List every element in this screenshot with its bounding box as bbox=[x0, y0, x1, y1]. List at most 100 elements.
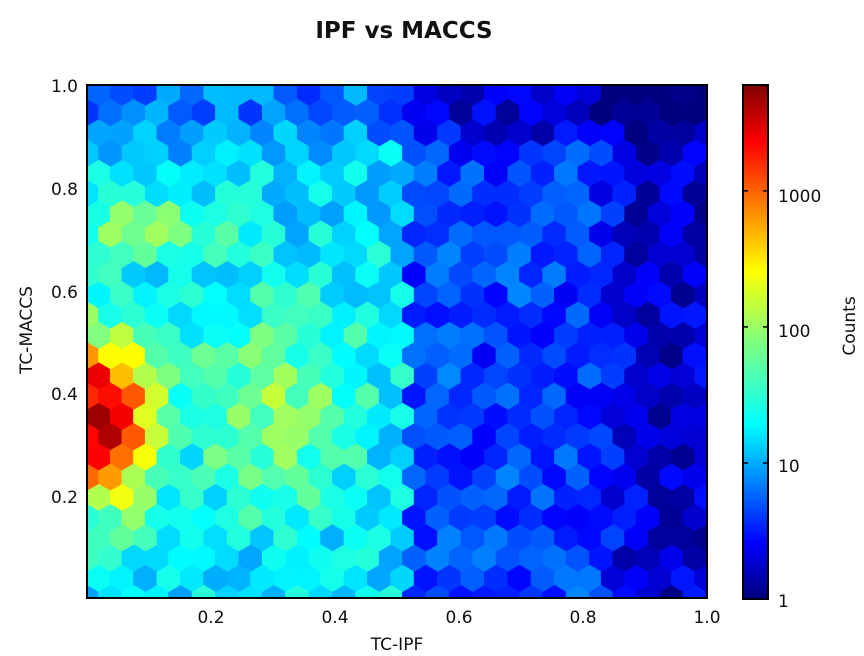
hexbin-cell bbox=[542, 583, 567, 598]
hexbin-cell bbox=[600, 523, 626, 552]
hexbin-cell bbox=[343, 320, 369, 349]
hexbin-cell bbox=[285, 138, 310, 167]
hexbin-cell bbox=[367, 523, 392, 552]
hexbin-cell bbox=[694, 118, 707, 147]
hexbin-cell bbox=[273, 401, 298, 430]
hexbin-cell bbox=[647, 482, 673, 511]
hexbin-cell bbox=[612, 421, 637, 451]
hexbin-cell bbox=[600, 401, 626, 430]
hexbin-cell bbox=[437, 239, 462, 268]
hexbin-cell bbox=[390, 361, 415, 390]
hexbin-cell bbox=[109, 361, 135, 390]
hexbin-cell bbox=[448, 97, 474, 127]
hexbin-cell bbox=[437, 118, 462, 147]
hexbin-cell bbox=[215, 543, 240, 572]
hexbin-cell bbox=[168, 381, 193, 410]
hexbin-cell bbox=[507, 523, 532, 552]
hexbin-cell bbox=[706, 185, 707, 201]
hexbin-cell bbox=[577, 280, 602, 309]
hexbin-cell bbox=[355, 543, 380, 572]
hexbin-cell bbox=[296, 118, 322, 147]
hexbin-cell bbox=[191, 462, 217, 491]
hexbin-cell bbox=[250, 239, 275, 268]
hexbin-cell bbox=[215, 421, 240, 451]
hexbin-cell bbox=[180, 442, 205, 471]
hexbin-cell bbox=[296, 158, 322, 187]
hexbin-cell bbox=[273, 199, 298, 228]
hexbin-cell bbox=[624, 361, 649, 390]
hexbin-cell bbox=[554, 320, 579, 349]
hexbin-cell bbox=[694, 85, 707, 106]
hexbin-cell bbox=[296, 320, 322, 349]
hexbin-cell bbox=[250, 442, 275, 471]
hexbin-cell bbox=[682, 259, 707, 289]
hexbin-cell bbox=[168, 462, 193, 491]
hexbin-cell bbox=[367, 563, 392, 592]
hexbin-cell bbox=[273, 320, 298, 349]
hexbin-cell bbox=[203, 158, 228, 187]
hexbin-cells bbox=[87, 85, 707, 598]
hexbin-cell bbox=[133, 442, 158, 471]
hexbin-cell bbox=[121, 300, 146, 329]
hexbin-cell bbox=[320, 158, 345, 187]
hexbin-cell bbox=[261, 543, 287, 572]
hexbin-cell bbox=[261, 219, 287, 248]
hexbin-cell bbox=[413, 199, 439, 228]
hexbin-cell bbox=[343, 361, 369, 390]
hexbin-cell bbox=[238, 178, 263, 208]
hexbin-cell bbox=[378, 543, 404, 572]
hexbin-cell bbox=[367, 199, 392, 228]
hexbin-cell bbox=[413, 482, 439, 511]
hexbin-cell bbox=[367, 401, 392, 430]
hexbin-cell bbox=[484, 239, 509, 268]
hexbin-cell bbox=[589, 219, 614, 248]
hexbin-cell bbox=[600, 199, 626, 228]
hexbin-cell bbox=[250, 523, 275, 552]
hexbin-cell bbox=[156, 563, 182, 592]
x-tick-label: 0.4 bbox=[321, 608, 348, 628]
hexbin-cell bbox=[144, 300, 170, 329]
hexbin-cell bbox=[554, 85, 579, 106]
hexbin-cell bbox=[413, 401, 439, 430]
hexbin-cell bbox=[554, 280, 579, 309]
hexbin-cell bbox=[425, 543, 450, 572]
hexbin-cell bbox=[554, 563, 579, 592]
hexbin-cell bbox=[156, 199, 182, 228]
hexbin-cell bbox=[390, 320, 415, 349]
y-axis-label: TC-MACCS bbox=[17, 286, 37, 375]
hexbin-cell bbox=[180, 401, 205, 430]
hexbin-cell bbox=[144, 502, 170, 532]
hexbin-cell bbox=[402, 259, 427, 289]
hexbin-cell bbox=[612, 97, 637, 127]
hexbin-cell bbox=[191, 300, 217, 329]
hexbin-cell bbox=[296, 361, 322, 390]
hexbin-cell bbox=[285, 178, 310, 208]
hexbin-cell bbox=[425, 300, 450, 329]
hexbin-cell bbox=[87, 502, 100, 532]
hexbin-cell bbox=[168, 583, 193, 598]
hexbin-cell bbox=[215, 300, 240, 329]
hexbin-cell bbox=[343, 523, 369, 552]
hexbin-cell bbox=[133, 482, 158, 511]
hexbin-cell bbox=[495, 300, 521, 329]
hexbin-cell bbox=[238, 219, 263, 248]
hexbin-cell bbox=[144, 340, 170, 370]
hexbin-cell bbox=[448, 219, 474, 248]
hexbin-cell bbox=[87, 361, 111, 390]
hexbin-cell bbox=[554, 118, 579, 147]
hexbin-cell bbox=[495, 543, 521, 572]
hexbin-cell bbox=[507, 118, 532, 147]
hexbin-cell bbox=[519, 259, 544, 289]
hexbin-cell bbox=[285, 543, 310, 572]
hexbin-cell bbox=[624, 85, 649, 106]
colorbar-tick-label: 10 bbox=[778, 457, 800, 477]
hexbin-cell bbox=[296, 401, 322, 430]
hexbin-cell bbox=[367, 320, 392, 349]
hexbin-cell bbox=[624, 118, 649, 147]
hexbin-cell bbox=[519, 583, 544, 598]
hexbin-cell bbox=[156, 320, 182, 349]
hexbin-cell bbox=[472, 178, 497, 208]
hexbin-cell bbox=[694, 320, 707, 349]
hexbin-cell bbox=[367, 85, 392, 106]
